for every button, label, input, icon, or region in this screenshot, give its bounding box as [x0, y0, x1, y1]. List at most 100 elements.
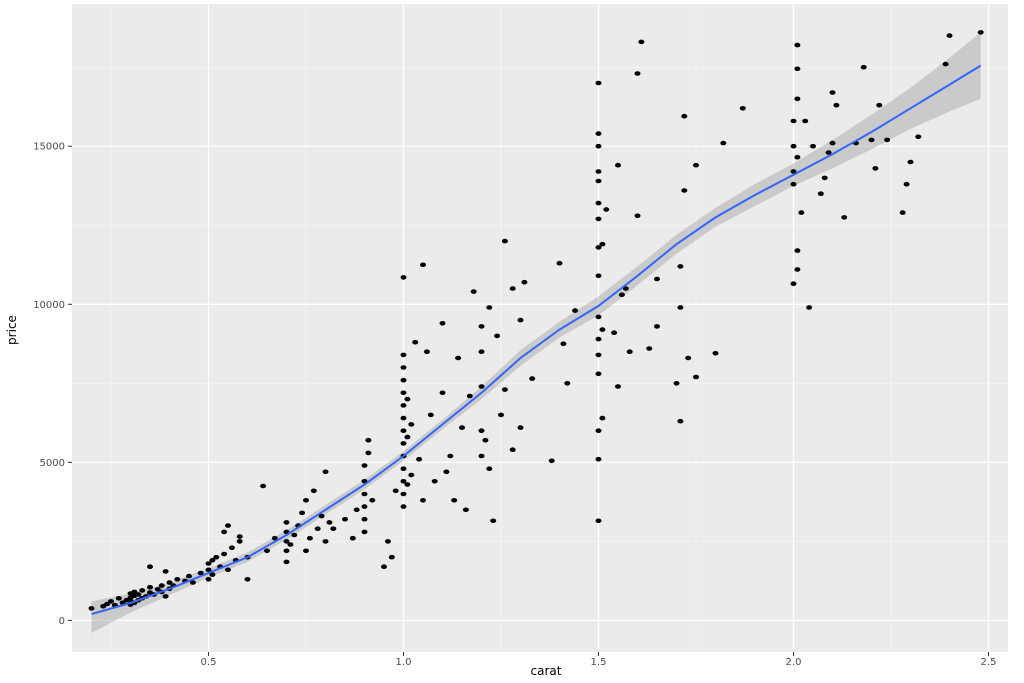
data-point	[147, 564, 153, 569]
data-point	[365, 450, 372, 456]
data-point	[420, 498, 426, 503]
data-point	[423, 349, 430, 355]
data-point	[408, 422, 415, 427]
data-points	[88, 30, 984, 611]
data-point	[400, 377, 407, 383]
data-point	[400, 403, 407, 408]
data-point	[622, 286, 629, 291]
smooth-trend-line	[91, 64, 982, 616]
data-point	[322, 469, 329, 475]
x-tick-label: 1.0	[396, 657, 412, 668]
data-point	[821, 175, 828, 181]
data-point	[677, 264, 684, 269]
data-point	[205, 567, 212, 573]
data-point	[486, 466, 493, 472]
x-axis-title: carat	[531, 664, 562, 678]
plot-panel	[72, 4, 1008, 652]
data-point	[603, 207, 610, 212]
x-axis-ticks: 0.5 1.0 1.5 2.0 2.5	[201, 652, 996, 668]
data-point	[221, 551, 228, 557]
x-tick-label: 0.5	[201, 657, 217, 668]
data-point	[439, 321, 446, 326]
data-point	[400, 352, 407, 358]
data-point	[236, 539, 243, 544]
data-point	[720, 140, 727, 146]
confidence-band	[91, 32, 981, 633]
data-point	[482, 437, 489, 443]
data-point	[365, 437, 372, 443]
data-point	[388, 554, 395, 560]
data-point	[306, 535, 313, 541]
data-point	[693, 374, 699, 380]
data-point	[618, 292, 625, 298]
data-point	[595, 216, 602, 222]
data-point	[197, 570, 204, 576]
data-point	[494, 333, 501, 339]
data-point	[264, 548, 270, 554]
data-point	[611, 330, 618, 336]
data-point	[509, 286, 516, 291]
data-point	[595, 428, 602, 434]
data-point	[478, 428, 485, 434]
data-point	[626, 349, 633, 355]
data-point	[205, 577, 212, 582]
data-point	[303, 548, 309, 554]
data-point	[361, 516, 368, 522]
data-point	[677, 305, 684, 310]
data-point	[408, 472, 415, 478]
data-point	[595, 352, 602, 358]
data-point	[404, 434, 411, 440]
data-point	[205, 561, 212, 566]
data-point	[860, 64, 867, 70]
data-point	[595, 336, 602, 342]
data-point	[599, 327, 606, 332]
data-point	[287, 542, 294, 547]
data-point	[868, 137, 875, 143]
data-point	[654, 276, 660, 282]
data-point	[162, 569, 169, 574]
data-point	[439, 390, 446, 396]
data-point	[400, 504, 407, 509]
data-point	[400, 275, 407, 280]
data-point	[209, 572, 216, 577]
data-point	[478, 324, 485, 329]
data-point	[104, 601, 111, 607]
data-point	[322, 539, 329, 544]
data-point	[634, 213, 641, 219]
data-point	[478, 384, 485, 389]
data-point	[404, 396, 411, 402]
data-point	[431, 479, 438, 484]
data-point	[361, 504, 368, 509]
data-point	[283, 548, 290, 554]
data-point	[221, 529, 228, 535]
data-point	[572, 308, 579, 313]
data-point	[498, 412, 504, 418]
data-point	[529, 376, 536, 381]
data-point	[447, 453, 454, 459]
data-point	[509, 447, 516, 453]
y-tick-label: 0	[59, 616, 65, 627]
data-point	[462, 507, 469, 513]
data-point	[330, 526, 337, 531]
data-point	[560, 341, 567, 347]
data-point	[595, 273, 602, 279]
data-point	[162, 594, 169, 599]
data-point	[794, 267, 801, 272]
data-point	[907, 159, 914, 165]
data-point	[595, 178, 602, 184]
data-point	[615, 162, 621, 168]
data-point	[369, 498, 376, 503]
data-point	[677, 418, 684, 424]
data-point	[310, 488, 317, 494]
data-point	[400, 479, 407, 484]
data-point	[548, 458, 555, 464]
data-point	[147, 584, 153, 590]
data-point	[517, 425, 524, 430]
data-point	[810, 143, 816, 149]
data-point	[739, 106, 746, 111]
data-point	[353, 507, 360, 513]
y-tick-label: 10000	[33, 300, 65, 311]
data-point	[303, 498, 309, 503]
data-point	[486, 305, 493, 310]
data-point	[314, 526, 321, 531]
